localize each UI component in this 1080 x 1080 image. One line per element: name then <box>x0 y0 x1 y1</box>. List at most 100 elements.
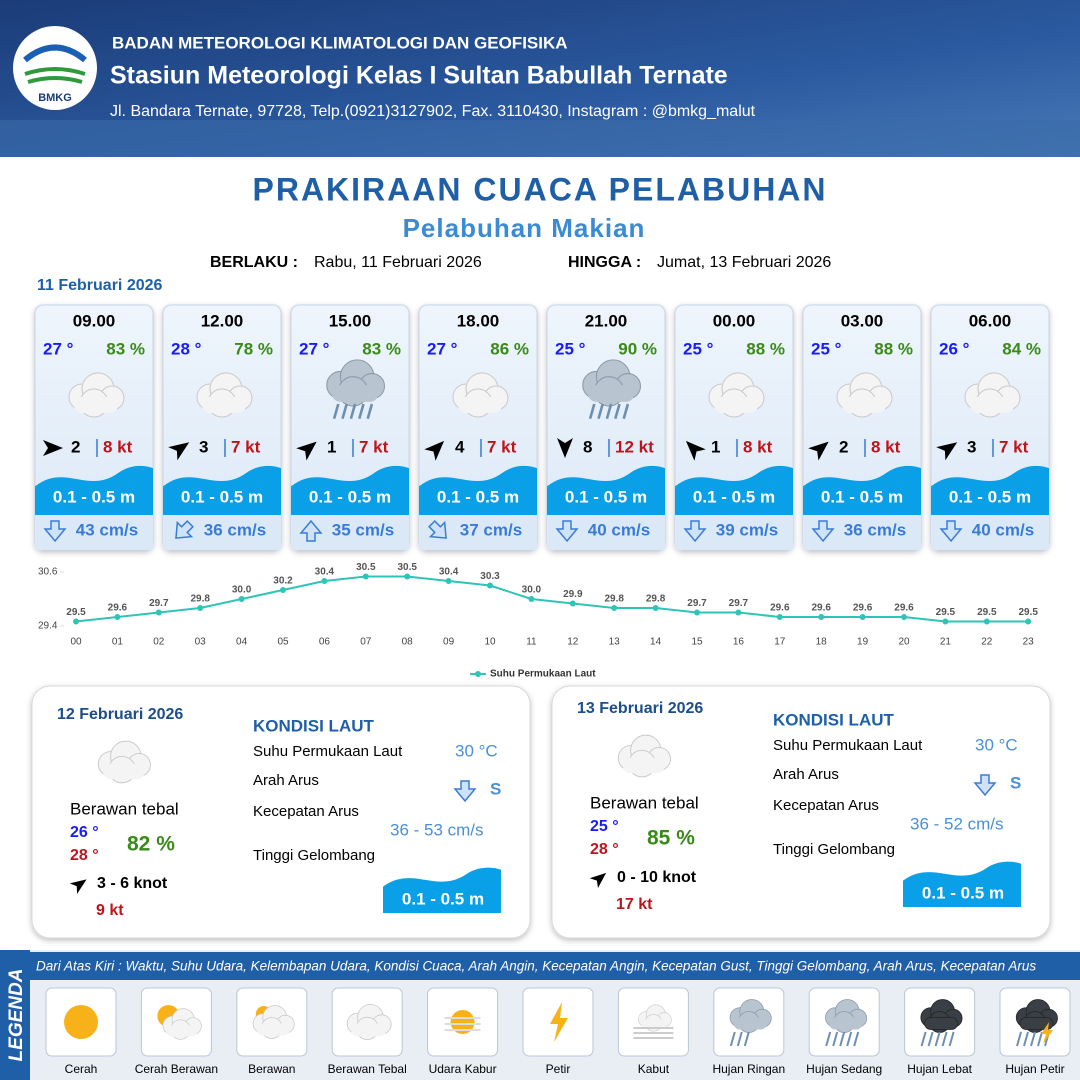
wind-speed: 3 <box>967 437 976 456</box>
current-arrow <box>939 520 963 543</box>
current-dir-label: Arah Arus <box>773 766 839 783</box>
sst-label: Suhu Permukaan Laut <box>253 743 403 760</box>
humidity: 84 % <box>1002 339 1041 358</box>
data-label: 30.2 <box>273 576 293 587</box>
temp-min: 25 ° <box>590 818 619 835</box>
data-label: 30.4 <box>439 567 459 578</box>
logo-arc <box>23 44 87 63</box>
wave-height: 0.1 - 0.5 m <box>565 487 647 506</box>
x-tick-label: 16 <box>733 637 745 648</box>
data-label: 30.0 <box>522 585 542 596</box>
rain-drop <box>853 1031 860 1047</box>
wave-shape <box>163 465 281 515</box>
sst-point <box>942 618 949 625</box>
rain-drop <box>846 1031 853 1047</box>
wave-height: 0.1 - 0.5 m <box>402 889 484 908</box>
wind-speed: 2 <box>71 437 80 456</box>
x-tick-label: 00 <box>70 637 82 648</box>
data-label: 29.6 <box>853 603 873 614</box>
cloud-base <box>829 1017 863 1030</box>
sst-point <box>611 605 618 611</box>
x-tick-label: 21 <box>940 637 952 648</box>
logo-text: BMKG <box>38 92 72 104</box>
wave-height: 0.1 - 0.5 m <box>922 883 1004 902</box>
legend-item: Udara Kabur <box>429 1062 497 1076</box>
current-arrow <box>299 519 323 542</box>
rain-drop <box>1037 1031 1043 1047</box>
cloud-base <box>332 385 379 402</box>
data-label: 29.5 <box>66 607 86 618</box>
humidity: 90 % <box>618 339 657 358</box>
data-label: 29.6 <box>108 603 128 614</box>
rain-drop <box>358 403 365 420</box>
humidity: 82 % <box>127 833 175 856</box>
wind-range: 0 - 10 knot <box>617 869 697 886</box>
weather-icon <box>825 999 868 1033</box>
x-tick-label: 09 <box>443 637 455 648</box>
time: 21.00 <box>585 311 628 330</box>
rain-drop <box>341 403 348 420</box>
rain-drop <box>934 1031 941 1047</box>
data-label: 29.8 <box>190 594 210 605</box>
current-arrow <box>811 520 835 543</box>
cloud-base <box>74 397 118 413</box>
legend-title: LEGENDA <box>6 969 27 1062</box>
cloud-base <box>351 1023 387 1037</box>
x-tick-label: 17 <box>774 637 786 648</box>
gust: 9 kt <box>96 902 124 919</box>
sst-point <box>569 600 576 607</box>
humidity: 86 % <box>490 339 529 358</box>
wind-speed: 1 <box>711 437 720 456</box>
valid-to-label: HINGGA : <box>568 254 641 271</box>
legend-label: Suhu Permukaan Laut <box>490 669 596 680</box>
current-arrow <box>175 520 194 539</box>
current-arrow <box>428 520 447 539</box>
wave-height: 0.1 - 0.5 m <box>693 487 775 506</box>
humidity: 83 % <box>362 339 401 358</box>
current-arrow <box>43 520 67 543</box>
legend-item: Hujan Lebat <box>907 1062 972 1076</box>
valid-to: Jumat, 13 Februari 2026 <box>657 254 831 271</box>
data-label: 29.7 <box>729 598 749 609</box>
weather-text: Berawan tebal <box>70 799 179 818</box>
sst-value: 30 °C <box>455 741 498 760</box>
subtitle: Pelabuhan Makian <box>403 213 646 243</box>
sea-title: KONDISI LAUT <box>253 716 375 735</box>
weather-icon <box>964 372 1021 418</box>
cloud-base <box>641 1019 668 1029</box>
logo-waves <box>24 67 86 84</box>
legend-item: Kabut <box>638 1062 670 1076</box>
current-arrow <box>555 520 579 543</box>
x-tick-label: 05 <box>277 637 289 648</box>
wind-arrow <box>589 872 607 889</box>
x-tick-label: 15 <box>691 637 703 648</box>
cloud-base <box>842 397 886 413</box>
temp-max: 28 ° <box>70 847 99 864</box>
air-temperature: 28 ° <box>171 339 202 358</box>
wave-shape <box>419 465 537 515</box>
current-speed-label: Kecepatan Arus <box>253 803 359 820</box>
x-tick-label: 10 <box>484 637 496 648</box>
wave-height: 0.1 - 0.5 m <box>53 487 135 506</box>
legend-item: Berawan Tebal <box>328 1062 407 1076</box>
current-speed: 43 cm/s <box>76 520 138 539</box>
weather-icon <box>252 1005 295 1039</box>
weather-icon <box>196 372 253 418</box>
agency: BADAN METEOROLOGI KLIMATOLOGI DAN GEOFIS… <box>112 33 568 52</box>
legend-item: Hujan Petir <box>1005 1062 1064 1076</box>
wind-arrow <box>557 438 573 458</box>
header-ground <box>0 120 1080 157</box>
wave-height: 0.1 - 0.5 m <box>821 487 903 506</box>
x-tick-label: 07 <box>360 637 372 648</box>
rain-drop <box>588 403 596 420</box>
cloud-base <box>458 397 502 413</box>
wind-speed: 2 <box>839 437 848 456</box>
address: Jl. Bandara Ternate, 97728, Telp.(0921)3… <box>110 103 756 120</box>
y-tick-label: 29.4 <box>38 621 58 632</box>
time: 12.00 <box>201 311 244 330</box>
cloud-base <box>970 397 1014 413</box>
wind-range: 3 - 6 knot <box>97 875 168 892</box>
air-temperature: 27 ° <box>427 339 458 358</box>
sst-label: Suhu Permukaan Laut <box>773 737 923 754</box>
